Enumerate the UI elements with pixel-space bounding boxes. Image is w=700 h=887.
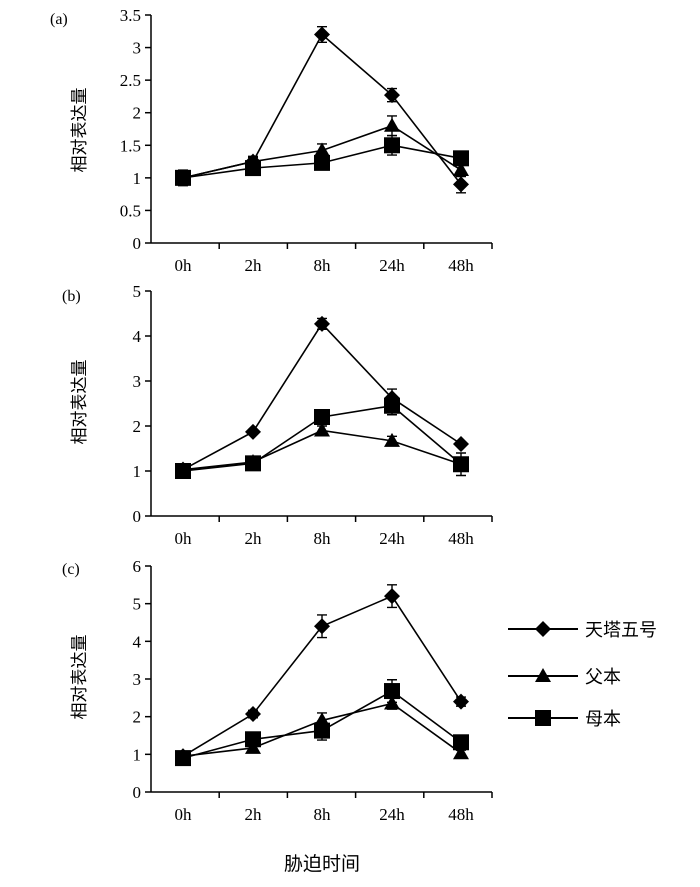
data-point-diamond [245,706,261,723]
panel-b-label: (b) [62,288,81,305]
panel-b-plot: 0 1 2 3 4 5 0h 2h 8h 24h 48h [133,282,493,548]
data-point-square [384,397,400,414]
y-tick-label: 3 [133,372,142,391]
panel-c-ylabel: 相对表达量 [70,635,90,720]
panel-a-ylabel: 相对表达量 [70,88,90,173]
y-tick-label: 5 [133,282,142,301]
data-point-square [453,456,469,473]
y-tick-label: 5 [133,595,142,614]
data-point-square [453,150,469,167]
data-point-square [384,683,400,700]
y-tick-label: 0.5 [120,201,141,220]
panel-c: (c) 相对表达量 0 1 2 3 4 5 6 0h 2h 8h 24h 48h [62,557,493,824]
panel-a: (a) 相对表达量 0 0.5 1 1.5 2 2.5 3 3.5 0h 2h 8h 24h 48h [50,6,493,275]
x-tick-label: 24h [379,256,405,275]
x-tick-label: 48h [448,529,474,548]
y-tick-label: 0 [133,234,142,253]
x-tick-label: 8h [314,256,332,275]
y-tick-label: 1 [133,169,142,188]
data-point-triangle [314,422,330,437]
data-point-diamond [314,618,330,635]
data-point-square [175,463,191,479]
x-tick-label: 48h [448,805,474,824]
data-point-triangle [453,162,469,177]
data-point-square [245,731,261,748]
data-point-square [175,169,191,186]
x-tick-label: 0h [175,529,193,548]
y-tick-label: 0 [133,507,142,526]
legend-marker-triangle [535,668,551,682]
data-point-diamond [453,176,469,193]
data-point-square [245,160,261,177]
panel-b-ylabel: 相对表达量 [70,360,90,445]
data-point-triangle [384,117,400,132]
y-tick-label: 2 [133,104,142,123]
x-tick-label: 0h [175,256,193,275]
data-point-square [314,154,330,171]
data-point-square [245,455,261,472]
data-point-diamond [384,588,400,605]
y-tick-label: 6 [133,557,142,576]
y-tick-label: 3 [133,39,142,58]
legend-marker-diamond [535,621,551,637]
y-tick-label: 1.5 [120,136,141,155]
y-tick-label: 2.5 [120,71,141,90]
panel-b: (b) 相对表达量 0 1 2 3 4 5 0h 2h 8h 24h 48h [62,282,493,548]
panel-c-plot: 0 1 2 3 4 5 6 0h 2h 8h 24h 48h [133,557,493,824]
data-point-triangle [384,432,400,447]
x-tick-label: 48h [448,256,474,275]
legend-marker-square [535,710,551,726]
data-point-square [175,750,191,767]
legend: 天塔五号 父本 母本 [508,620,657,730]
data-point-square [314,409,330,425]
data-point-diamond [453,436,469,452]
panel-a-plot: 0 0.5 1 1.5 2 2.5 3 3.5 0h 2h 8h 24h 48h [120,6,493,275]
x-tick-label: 24h [379,529,405,548]
x-tick-label: 0h [175,805,193,824]
data-point-square [314,722,330,739]
data-point-diamond [453,693,469,710]
y-tick-label: 2 [133,417,142,436]
x-tick-label: 2h [245,529,263,548]
x-tick-label: 2h [245,256,263,275]
data-point-square [384,137,400,154]
data-point-diamond [245,423,261,440]
y-tick-label: 1 [133,462,142,481]
legend-label-father: 父本 [585,667,621,688]
y-tick-label: 3 [133,670,142,689]
data-point-diamond [314,315,330,332]
y-tick-label: 0 [133,783,142,802]
data-point-triangle [314,142,330,157]
data-point-diamond [384,87,400,104]
y-tick-label: 4 [133,327,142,346]
y-tick-label: 1 [133,745,142,764]
panel-c-label: (c) [62,561,80,578]
y-tick-label: 4 [133,632,142,651]
y-tick-label: 2 [133,708,142,727]
x-axis-title: 胁迫时间 [284,853,360,875]
data-point-triangle [453,745,469,760]
x-tick-label: 24h [379,805,405,824]
panel-a-label: (a) [50,11,68,28]
x-tick-label: 2h [245,805,263,824]
series-line-0 [182,322,462,471]
legend-label-mother: 母本 [585,709,621,730]
y-tick-label: 3.5 [120,6,141,25]
legend-label-tianta: 天塔五号 [585,620,657,641]
x-tick-label: 8h [314,805,332,824]
data-point-diamond [314,26,330,43]
data-point-square [453,734,469,751]
x-tick-label: 8h [314,529,332,548]
